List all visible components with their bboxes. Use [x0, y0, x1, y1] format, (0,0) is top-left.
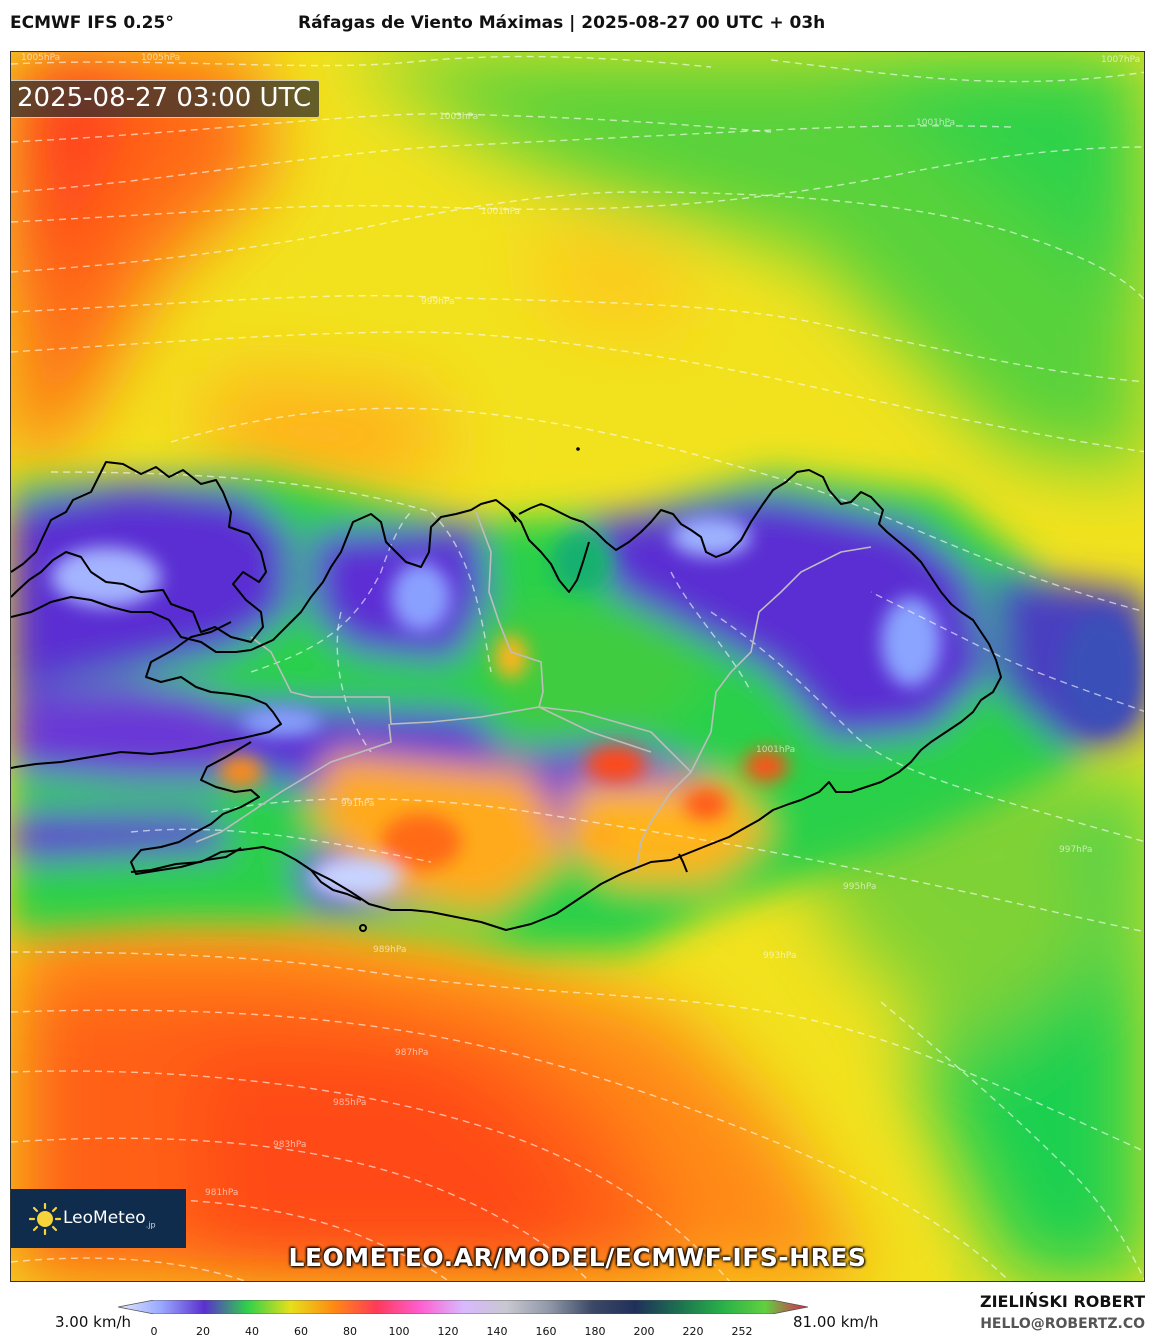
- svg-text:981hPa: 981hPa: [205, 1188, 238, 1198]
- valid-time-stamp: 2025-08-27 03:00 UTC: [11, 80, 321, 118]
- leometeo-logo[interactable]: LeoMeteo.jp: [11, 1189, 186, 1248]
- colorbar-tick-label: 40: [245, 1325, 259, 1338]
- svg-text:987hPa: 987hPa: [395, 1048, 428, 1058]
- sun-icon: [29, 1202, 61, 1235]
- svg-text:999hPa: 999hPa: [421, 297, 454, 307]
- svg-text:985hPa: 985hPa: [333, 1098, 366, 1108]
- svg-text:997hPa: 997hPa: [1059, 845, 1092, 855]
- source-url[interactable]: LEOMETEO.AR/MODEL/ECMWF-IFS-HRES: [288, 1243, 867, 1272]
- colorbar-tick-label: 60: [294, 1325, 308, 1338]
- colorbar-tick-label: 160: [535, 1325, 557, 1338]
- colorbar-tick-label: 252: [731, 1325, 753, 1338]
- colorbar-tick-label: 20: [196, 1325, 210, 1338]
- colorbar-tick-label: 100: [388, 1325, 410, 1338]
- chart-title: Ráfagas de Viento Máximas | 2025-08-27 0…: [298, 13, 826, 33]
- model-label: ECMWF IFS 0.25°: [10, 13, 174, 33]
- svg-text:1001hPa: 1001hPa: [916, 118, 955, 128]
- logo-wordmark: LeoMeteo.jp: [63, 1208, 156, 1229]
- author-email[interactable]: HELLO@ROBERTZ.CO: [980, 1316, 1145, 1332]
- colorbar-min-label: 3.00 km/h: [55, 1313, 132, 1331]
- svg-text:1001hPa: 1001hPa: [481, 207, 520, 217]
- colorbar-tick-label: 80: [343, 1325, 357, 1338]
- svg-text:1005hPa: 1005hPa: [21, 53, 60, 63]
- colorbar-tick-label: 220: [682, 1325, 704, 1338]
- colorbar-tick-label: 120: [437, 1325, 459, 1338]
- svg-text:983hPa: 983hPa: [273, 1140, 306, 1150]
- author-name: ZIELIŃSKI ROBERT: [979, 1292, 1145, 1311]
- svg-text:991hPa: 991hPa: [341, 799, 374, 809]
- logo-name: LeoMeteo: [63, 1207, 146, 1228]
- svg-text:989hPa: 989hPa: [373, 945, 406, 955]
- region-borders: [195, 511, 872, 873]
- colorbar-tick-label: 0: [150, 1325, 158, 1338]
- colorbar: [118, 1300, 808, 1314]
- colorbar-max-label: 81.00 km/h: [793, 1313, 879, 1331]
- svg-text:993hPa: 993hPa: [763, 951, 796, 961]
- colorbar-tick-label: 180: [584, 1325, 606, 1338]
- svg-text:1005hPa: 1005hPa: [141, 53, 180, 63]
- map-field: 1005hPa 1005hPa 1003hPa 1007hPa 1001hPa …: [11, 52, 1144, 1281]
- colorbar-tick-label: 140: [486, 1325, 508, 1338]
- svg-text:1003hPa: 1003hPa: [439, 112, 478, 122]
- svg-text:1007hPa: 1007hPa: [1101, 55, 1140, 65]
- isobar-labels: 1005hPa 1005hPa 1003hPa 1007hPa 1001hPa …: [21, 53, 1140, 1198]
- svg-text:1001hPa: 1001hPa: [756, 745, 795, 755]
- isobars: [11, 55, 1144, 1281]
- svg-text:995hPa: 995hPa: [843, 882, 876, 892]
- coastline: [11, 461, 1002, 931]
- colorbar-tick-label: 200: [633, 1325, 655, 1338]
- wind-gust-map[interactable]: 1005hPa 1005hPa 1003hPa 1007hPa 1001hPa …: [10, 51, 1145, 1282]
- logo-suffix: .jp: [145, 1220, 156, 1230]
